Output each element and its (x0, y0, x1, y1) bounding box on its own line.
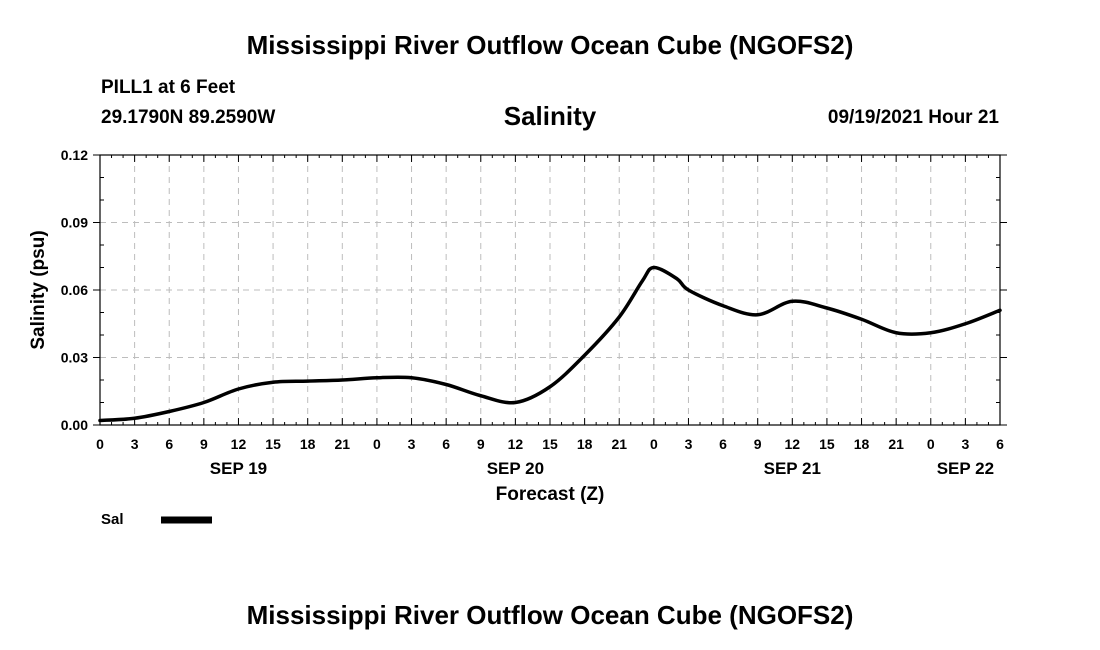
variable-title: Salinity (503, 101, 597, 131)
x-tick-label: 21 (335, 436, 351, 452)
y-tick-label: 0.06 (61, 282, 88, 298)
x-tick-label: 18 (854, 436, 870, 452)
x-tick-label: 6 (165, 436, 173, 452)
coordinates-label: 29.1790N 89.2590W (101, 107, 276, 128)
date-label: SEP 19 (210, 459, 267, 478)
x-tick-label: 6 (719, 436, 727, 452)
x-tick-label: 3 (131, 436, 139, 452)
x-tick-label: 3 (961, 436, 969, 452)
y-axis-label: Salinity (psu) (28, 230, 49, 349)
grid (100, 155, 1000, 425)
plot-frame (99, 154, 1001, 426)
axes: 0 3 6 9 12 15 18 21 0 3 6 9 12 15 18 21 0 3 6 9 12 15 18 21 0 3 6 0… (61, 147, 1007, 478)
series-line-sal (98, 265, 1002, 423)
footer-title: Mississippi River Outflow Ocean Cube (NG… (246, 600, 854, 630)
x-axis-label: Forecast (Z) (496, 484, 605, 505)
x-tick-label: 9 (200, 436, 208, 452)
date-label: SEP 20 (487, 459, 544, 478)
x-tick-label: 6 (442, 436, 450, 452)
x-tick-label: 12 (231, 436, 247, 452)
y-tick-label: 0.09 (61, 215, 88, 231)
x-tick-label: 21 (888, 436, 904, 452)
x-tick-label: 18 (577, 436, 593, 452)
chart-title: Mississippi River Outflow Ocean Cube (NG… (246, 30, 854, 60)
x-tick-label: 0 (650, 436, 658, 452)
x-tick-label: 12 (785, 436, 801, 452)
y-tick-label: 0.03 (61, 350, 88, 366)
x-tick-label: 3 (408, 436, 416, 452)
x-tick-label: 12 (508, 436, 524, 452)
date-label: SEP 22 (937, 459, 994, 478)
x-tick-label: 0 (96, 436, 104, 452)
x-tick-label: 0 (927, 436, 935, 452)
x-tick-label: 9 (754, 436, 762, 452)
y-tick-label: 0.12 (61, 147, 88, 163)
x-tick-label: 18 (300, 436, 316, 452)
y-tick-label: 0.00 (61, 417, 88, 433)
x-tick-label: 6 (996, 436, 1004, 452)
station-label: PILL1 at 6 Feet (101, 77, 236, 98)
x-tick-label: 9 (477, 436, 485, 452)
series-layer (98, 265, 1002, 423)
x-tick-label: 15 (265, 436, 281, 452)
x-tick-label: 3 (685, 436, 693, 452)
date-label: SEP 21 (764, 459, 821, 478)
forecast-datetime: 09/19/2021 Hour 21 (827, 107, 999, 128)
x-tick-label: 0 (373, 436, 381, 452)
legend-label: Sal (101, 511, 124, 528)
x-tick-label: 15 (819, 436, 835, 452)
x-tick-label: 15 (542, 436, 558, 452)
x-tick-label: 21 (611, 436, 627, 452)
